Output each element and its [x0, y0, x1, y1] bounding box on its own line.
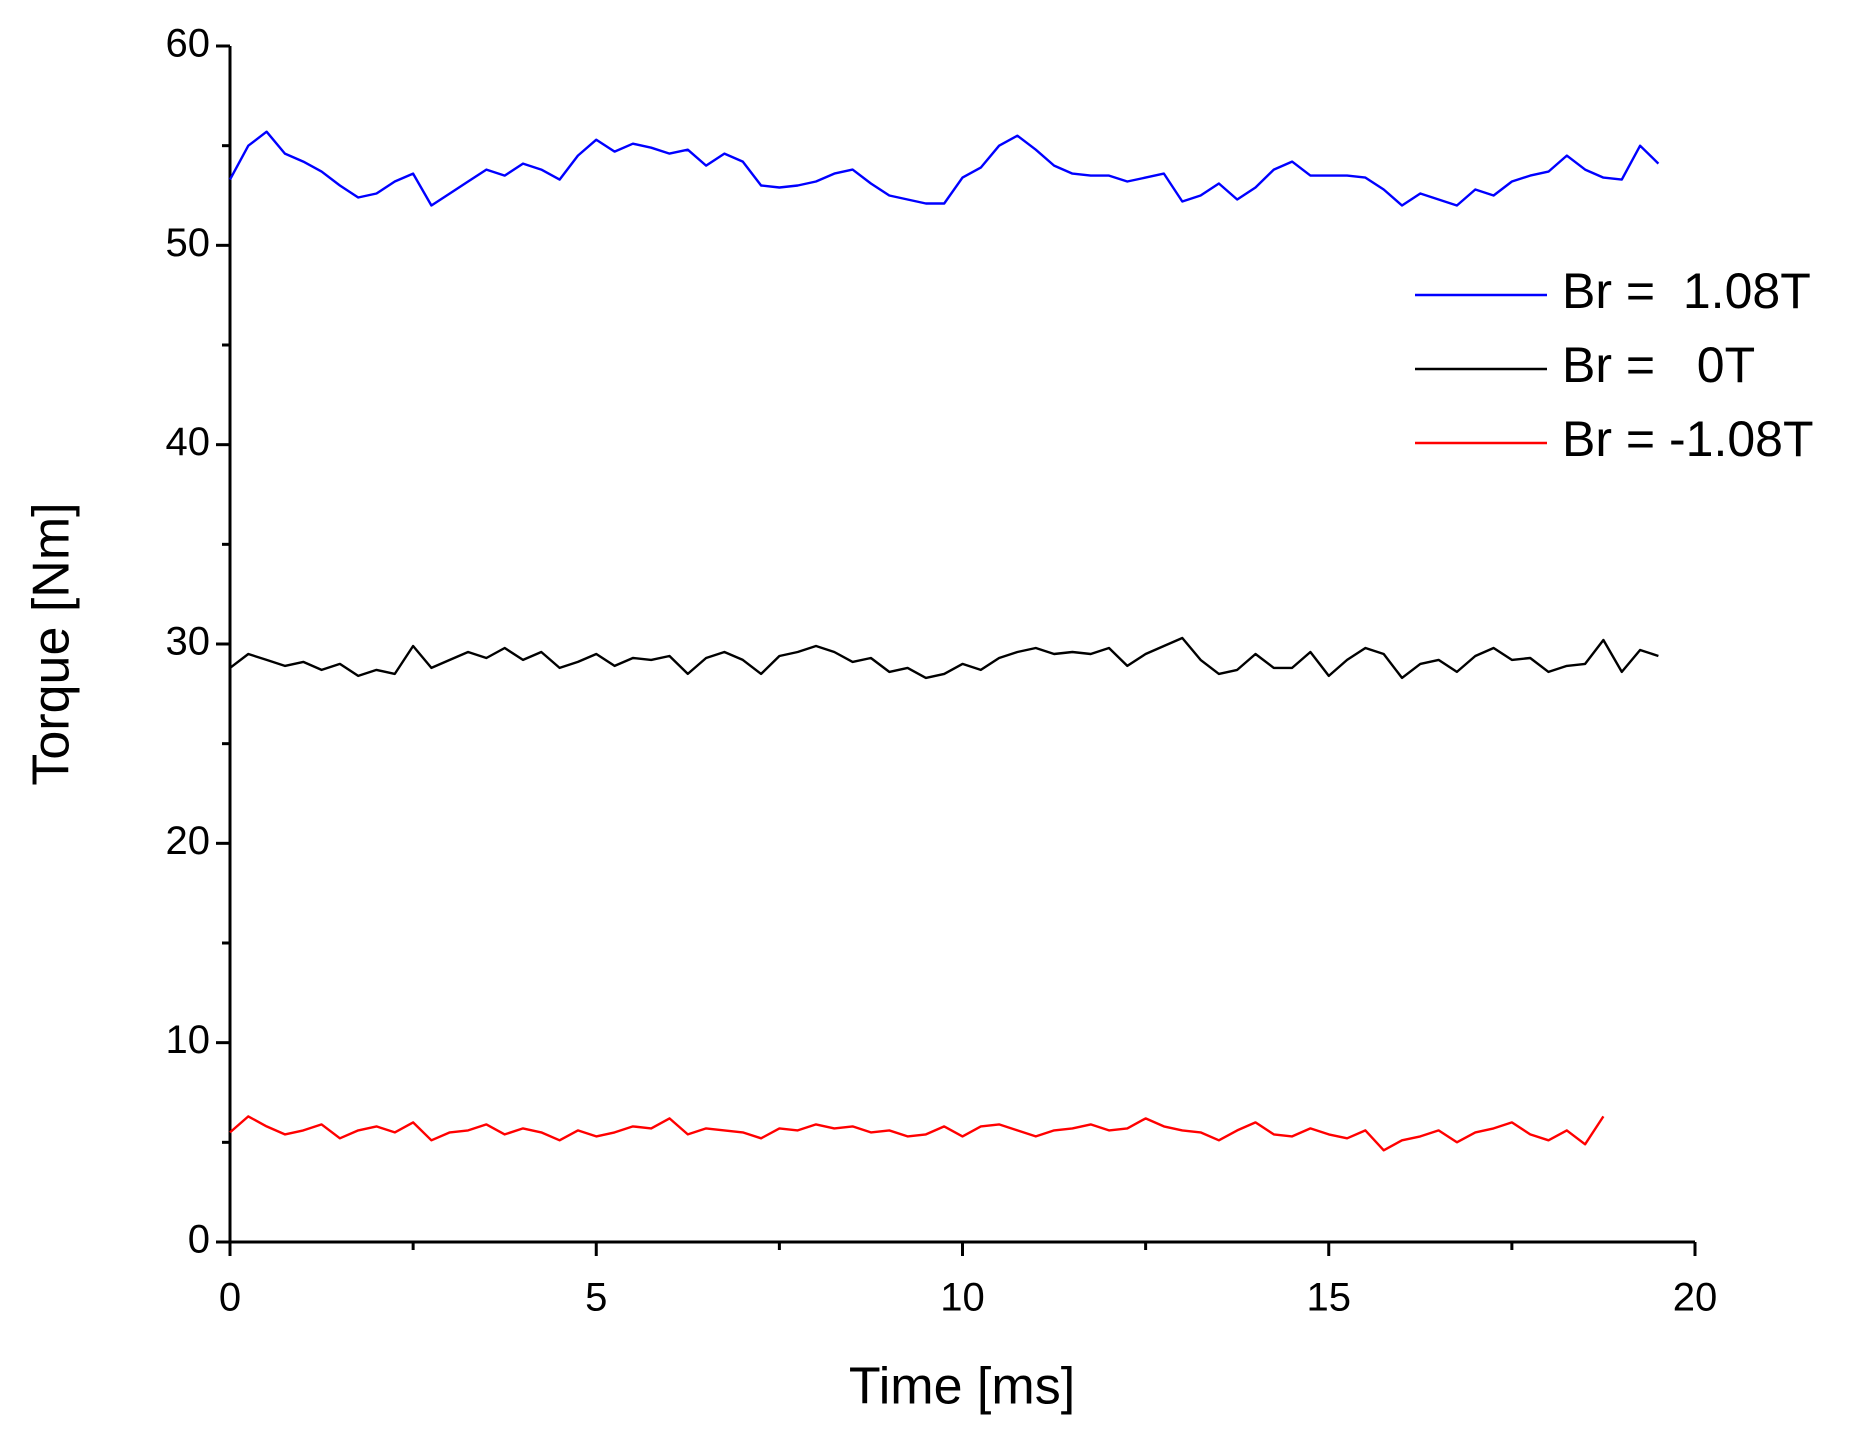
x-axis-title: Time [ms]: [849, 1358, 1075, 1416]
legend-label: Br = 0T: [1562, 337, 1755, 393]
x-tick-label: 15: [1307, 1276, 1352, 1320]
y-tick-label: 50: [166, 221, 211, 265]
y-tick-label: 60: [166, 22, 211, 66]
x-tick-label: 20: [1673, 1276, 1718, 1320]
data-line: [228, 130, 1660, 207]
data-line: [229, 1115, 1605, 1152]
y-tick-label: 20: [166, 819, 211, 863]
y-axis-title: Torque [Nm]: [23, 502, 81, 785]
y-tick-label: 10: [166, 1018, 211, 1062]
x-tick-label: 5: [585, 1276, 607, 1320]
x-tick-label: 10: [940, 1276, 985, 1320]
x-tick-label: 0: [219, 1276, 241, 1320]
y-tick-label: 40: [166, 420, 211, 464]
legend-label: Br = -1.08T: [1562, 411, 1814, 467]
y-tick-label: 30: [166, 620, 211, 664]
data-line: [229, 636, 1659, 680]
y-tick-label: 0: [188, 1218, 210, 1262]
legend-label: Br = 1.08T: [1562, 263, 1811, 319]
